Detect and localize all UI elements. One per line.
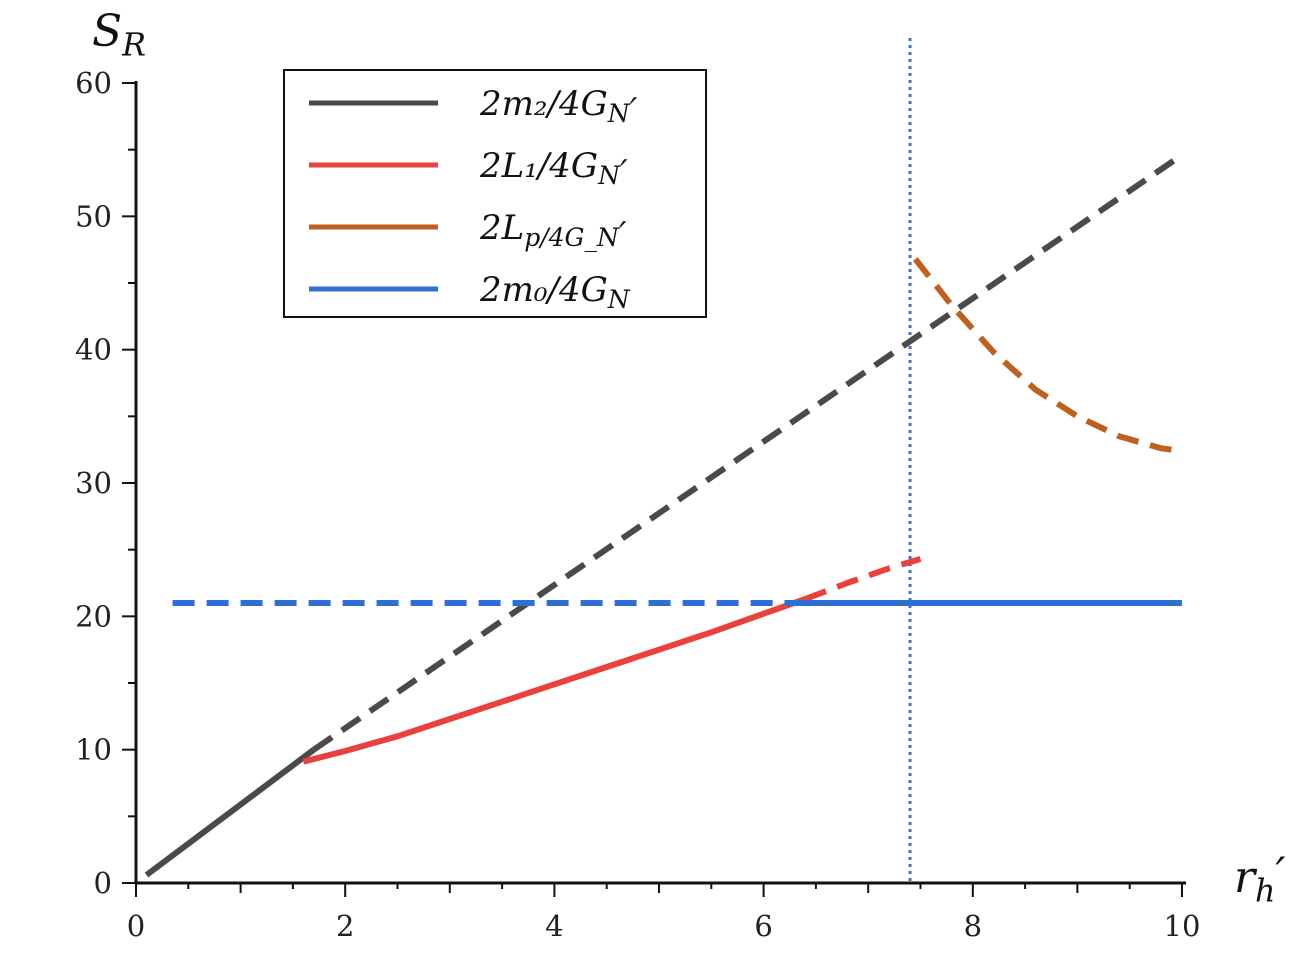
series-0-segment-0 [144,747,316,878]
y-tick-label: 20 [75,599,112,633]
legend-label-2: 2Lp/4G_N′ [479,208,627,255]
legend-label-3: 2m₀/4GN [479,270,631,314]
x-tick-label: 8 [964,909,982,943]
legend-label-1: 2L₁/4GN′ [479,146,628,193]
plot-area [144,38,1184,883]
series-1-segment-0 [302,596,807,765]
y-tick-label: 40 [75,333,112,367]
x-tick-label: 4 [545,909,563,943]
series-0-segment-1 [312,152,1184,753]
axis-titles: SR rh′ [92,6,1285,910]
legend: 2m₂/4GN′ 2L₁/4GN′ 2Lp/4G_N′ 2m₀/4GN [283,69,707,318]
y-axis-title: SR [92,6,146,64]
x-tick-label: 2 [336,909,354,943]
x-tick-label: 6 [754,909,772,943]
y-tick-label: 0 [94,866,112,900]
x-axis-title: rh′ [1234,848,1285,909]
x-tick-label: 0 [127,909,145,943]
y-tick-label: 10 [75,733,112,767]
x-tick-label: 10 [1164,909,1201,943]
ticks: 0 2 4 6 8 10 0 10 20 30 40 50 60 [75,66,1200,943]
y-tick-label: 50 [75,199,112,233]
y-tick-label: 60 [75,66,112,100]
series-2-segment-0 [912,257,1183,454]
legend-label-0: 2m₂/4GN′ [479,84,638,131]
legend-box [283,69,707,318]
series-1-segment-1 [804,556,922,602]
y-tick-label: 30 [75,466,112,500]
